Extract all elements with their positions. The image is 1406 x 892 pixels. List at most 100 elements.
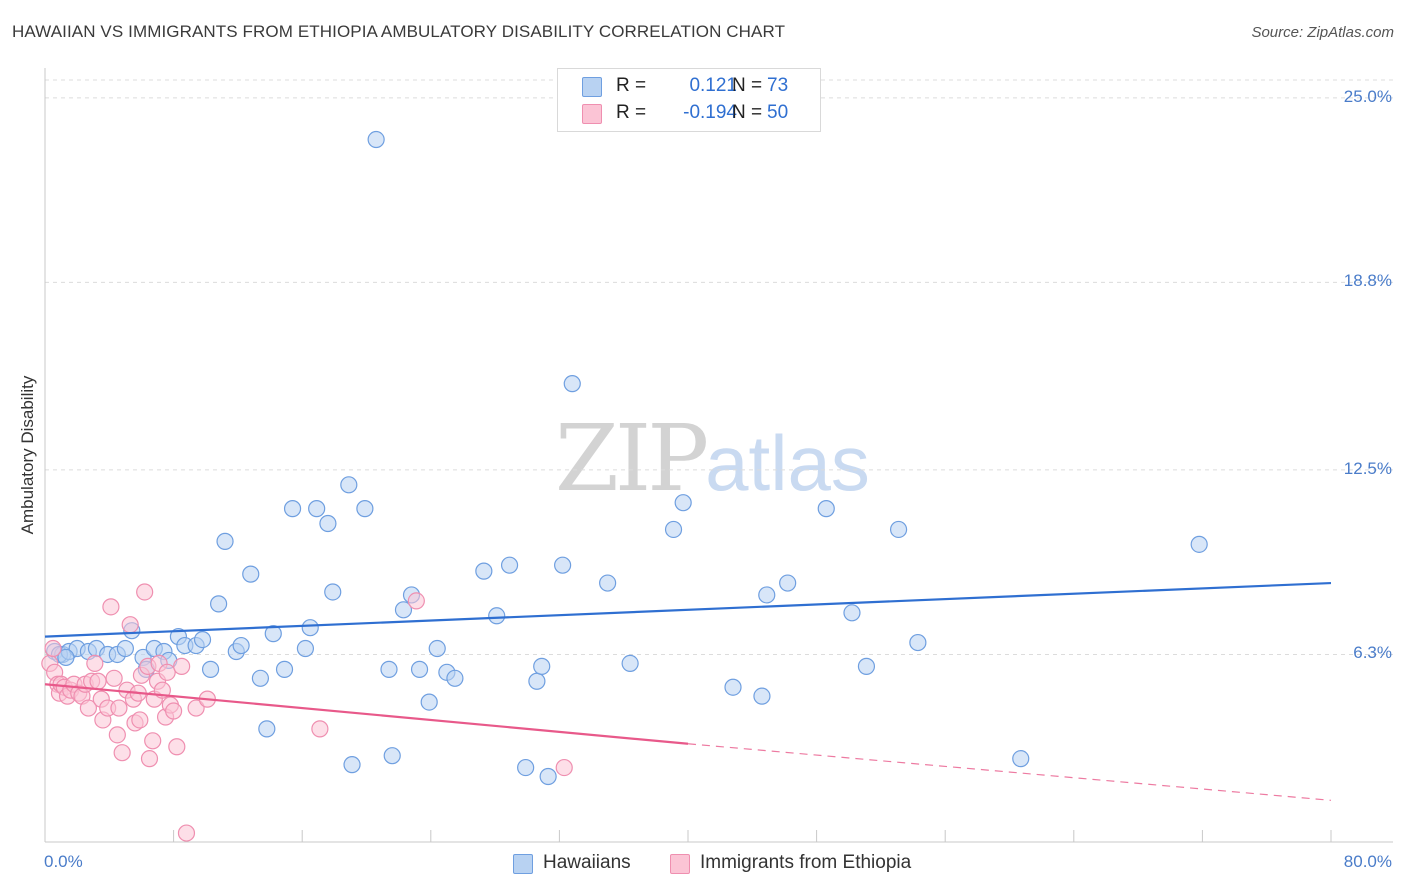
data-point-hawaiians [674,494,692,512]
data-point-ethiopia [140,750,159,768]
data-point-hawaiians [843,604,861,622]
watermark-atlas: atlas [705,419,870,507]
data-point-ethiopia [311,720,329,738]
data-point-hawaiians [446,669,464,687]
data-point-hawaiians [563,375,581,393]
data-point-hawaiians [539,767,557,786]
data-point-hawaiians [296,639,315,658]
data-point-hawaiians [232,636,250,655]
stats-r-value: 0.121 [689,75,737,96]
data-point-hawaiians [428,639,446,658]
data-point-ethiopia [105,669,123,687]
y-tick-label: 18.8% [1343,271,1392,291]
data-point-hawaiians [356,500,374,518]
data-point-hawaiians [758,586,776,604]
stats-n-value: 73 [767,75,789,96]
data-point-ethiopia [173,657,191,675]
data-point-ethiopia [113,744,131,762]
legend-swatch-ethiopia [670,854,690,874]
stats-r-label: R = [616,102,647,123]
data-point-ethiopia [44,639,62,658]
data-point-hawaiians [324,583,342,601]
stats-box: R = 0.121 N = 73 R = -0.194 N = 50 [557,68,821,132]
data-point-ethiopia [86,654,104,673]
data-point-hawaiians [488,607,506,625]
x-tick-max: 80.0% [1343,852,1392,871]
data-point-hawaiians [216,532,234,550]
data-point-hawaiians [410,660,429,678]
legend-swatch-hawaiians [513,854,533,874]
source-text: Source: ZipAtlas.com [1251,24,1394,41]
data-point-hawaiians [308,500,326,518]
data-point-hawaiians [242,565,260,583]
y-axis-label: Ambulatory Disability [18,375,37,535]
data-point-ethiopia [555,758,573,777]
data-point-hawaiians [57,648,75,667]
data-point-hawaiians [599,574,617,592]
data-point-hawaiians [394,601,413,619]
data-point-ethiopia [158,663,176,681]
trend-line-hawaiians [44,581,1332,638]
trend-line-ethiopia [44,683,689,745]
data-point-hawaiians [275,660,294,678]
data-point-ethiopia [79,699,98,717]
data-point-hawaiians [383,747,401,765]
legend-label-hawaiians: Hawaiians [543,852,631,873]
data-point-hawaiians [753,687,771,705]
y-tick-label: 25.0% [1343,86,1392,106]
data-point-hawaiians [201,660,220,678]
data-point-hawaiians [909,633,927,652]
data-point-ethiopia [102,598,120,616]
stats-n-label: N = [732,75,763,96]
data-point-ethiopia [136,583,154,601]
data-point-ethiopia [144,732,162,750]
y-tick-label: 12.5% [1343,458,1392,478]
data-point-hawaiians [380,660,398,678]
data-point-hawaiians [340,476,358,494]
data-point-hawaiians [1190,535,1208,553]
data-point-hawaiians [533,657,551,675]
data-point-hawaiians [500,556,519,574]
data-point-ethiopia [110,699,128,717]
data-point-hawaiians [517,758,535,777]
data-point-hawaiians [779,574,797,592]
data-point-hawaiians [857,657,876,675]
trend-line-ethiopia-extension [687,743,1332,801]
data-point-hawaiians [343,756,361,774]
chart-title: HAWAIIAN VS IMMIGRANTS FROM ETHIOPIA AMB… [12,22,786,41]
data-point-hawaiians [420,693,438,711]
x-tick-min: 0.0% [44,852,83,871]
data-point-hawaiians [724,678,742,696]
data-point-hawaiians [528,672,546,690]
data-point-hawaiians [889,520,908,539]
y-tick-label: 6.3% [1353,643,1392,663]
stats-n-label: N = [732,102,763,123]
data-point-ethiopia [187,699,205,717]
data-point-hawaiians [319,514,337,533]
data-point-hawaiians [817,500,835,518]
data-point-hawaiians [283,500,302,518]
data-point-hawaiians [1012,750,1030,768]
data-point-hawaiians [367,130,385,149]
legend: Hawaiians Immigrants from Ethiopia [0,852,1406,878]
stats-n-value: 50 [767,102,789,123]
data-point-hawaiians [621,654,639,673]
legend-label-ethiopia: Immigrants from Ethiopia [700,852,912,873]
data-point-ethiopia [131,711,149,729]
stats-r-label: R = [616,75,647,96]
stats-r-value: -0.194 [683,102,737,123]
stats-swatch-ethiopia [582,104,602,124]
data-point-hawaiians [258,720,276,738]
data-point-hawaiians [554,556,572,574]
data-point-ethiopia [168,738,186,756]
data-point-hawaiians [210,595,228,613]
data-point-ethiopia [407,592,425,610]
data-point-ethiopia [177,824,196,842]
data-point-hawaiians [264,625,282,643]
data-point-hawaiians [475,562,493,580]
data-point-hawaiians [301,619,319,637]
data-point-ethiopia [121,616,139,634]
stats-swatch-hawaiians [582,77,602,97]
data-point-ethiopia [89,672,107,690]
